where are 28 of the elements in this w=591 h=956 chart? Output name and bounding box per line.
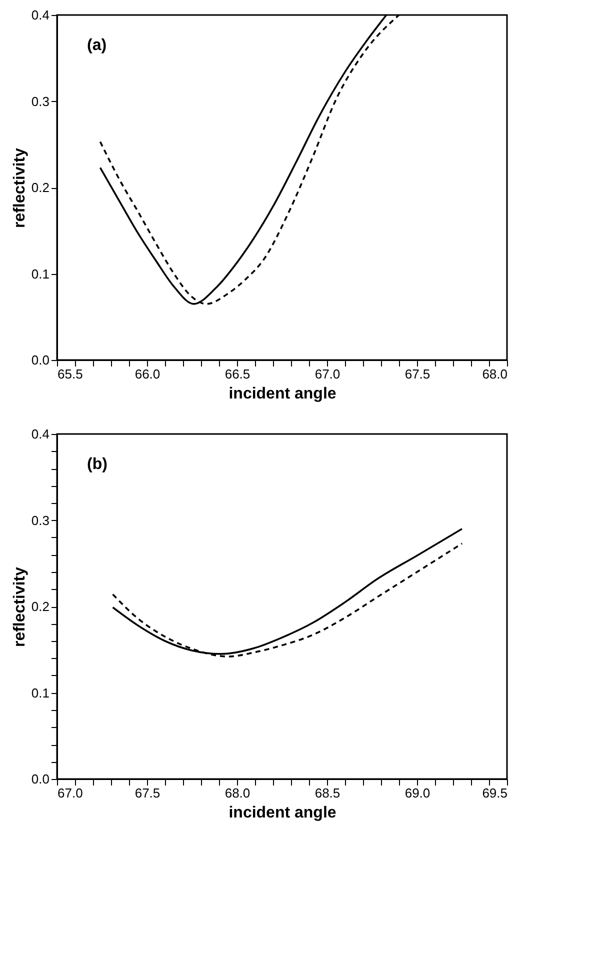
x-tick-label: 67.0 [314, 366, 340, 382]
x-tick-label: 65.5 [58, 366, 83, 382]
x-tick-label: 66.5 [224, 366, 250, 382]
y-tick-label: 0.0 [31, 772, 50, 786]
y-tick-label: 0.2 [31, 180, 50, 195]
annotation: (b) [87, 456, 108, 473]
x-axis-title: incident angle [228, 386, 336, 402]
x-tick-label: 69.5 [482, 786, 508, 800]
y-tick-label: 0.0 [31, 352, 50, 368]
annotation: (a) [87, 37, 107, 54]
x-tick-label: 68.0 [224, 786, 250, 800]
y-tick-label: 0.1 [31, 266, 50, 282]
x-axis-title: incident angle [228, 804, 336, 822]
y-tick-label: 0.4 [31, 8, 50, 22]
y-tick-label: 0.3 [31, 94, 50, 109]
x-tick-label: 67.5 [134, 786, 160, 800]
x-tick-label: 67.5 [404, 366, 430, 382]
x-tick-label: 68.5 [314, 786, 340, 800]
y-tick-label: 0.3 [31, 512, 50, 528]
x-tick-label: 69.0 [404, 786, 430, 800]
y-tick-label: 0.2 [31, 599, 50, 614]
y-tick-label: 0.4 [31, 426, 50, 442]
y-axis-title: reflectivity [11, 566, 28, 648]
y-axis-title: reflectivity [11, 148, 28, 228]
x-tick-label: 67.0 [58, 786, 83, 800]
y-tick-label: 0.1 [31, 685, 50, 700]
x-tick-label: 68.0 [482, 366, 508, 382]
x-tick-label: 66.0 [134, 366, 160, 382]
